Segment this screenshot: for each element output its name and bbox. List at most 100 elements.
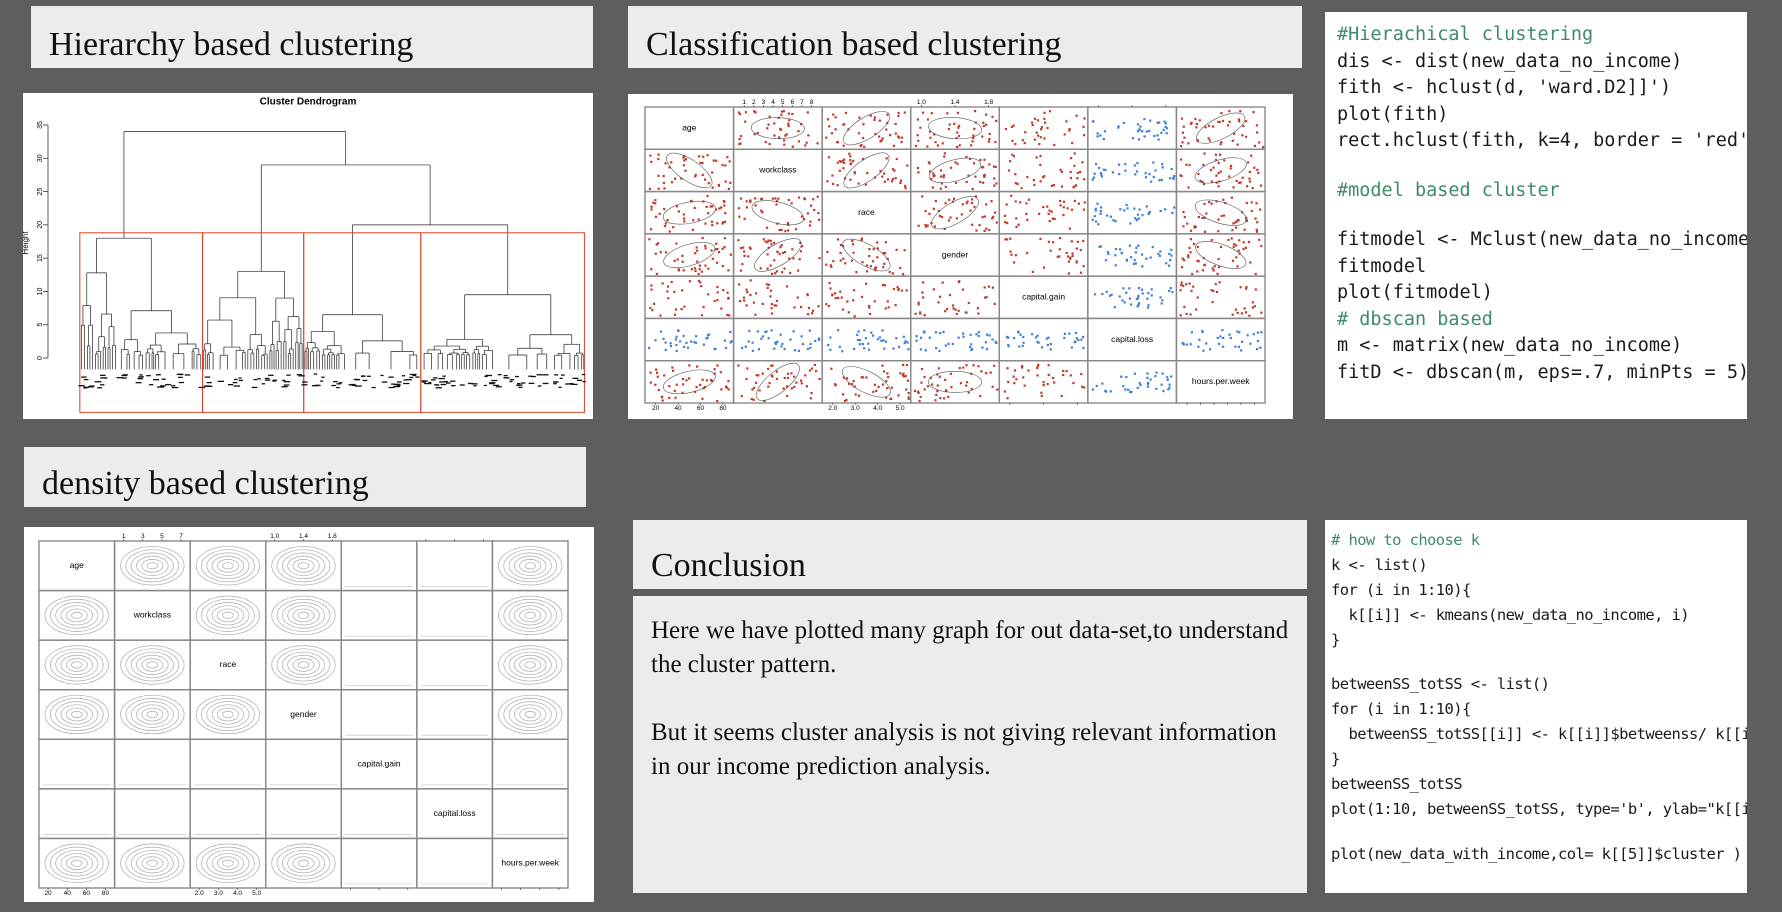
point: [1007, 336, 1010, 339]
point: [834, 383, 837, 386]
point: [1185, 163, 1188, 166]
point: [894, 122, 897, 126]
point: [1238, 331, 1241, 334]
point: [1006, 238, 1009, 241]
point: [1114, 254, 1117, 257]
leaf-label: [94, 381, 102, 383]
point: [831, 182, 835, 186]
point: [686, 346, 690, 349]
point: [1229, 336, 1232, 340]
point: [970, 201, 974, 205]
point: [1073, 152, 1076, 155]
leaf-label: [440, 383, 447, 386]
point: [697, 279, 701, 282]
point: [825, 263, 828, 266]
cell: [113, 738, 191, 790]
point: [1010, 194, 1013, 197]
point: [696, 365, 699, 368]
point: [1081, 161, 1084, 164]
point: [1165, 262, 1168, 265]
leaf-label: [233, 385, 241, 387]
leaf-label: [298, 375, 305, 377]
leaf-label: [569, 383, 574, 385]
point: [933, 174, 936, 177]
point: [904, 375, 907, 378]
point: [889, 134, 892, 137]
point: [1194, 225, 1197, 229]
leaf-label: [559, 377, 563, 379]
leaf-label: [81, 376, 87, 378]
point: [698, 268, 701, 271]
point: [683, 159, 686, 162]
point: [1158, 254, 1161, 258]
point: [1051, 217, 1054, 220]
point: [1260, 311, 1263, 314]
cell: [189, 788, 267, 840]
contour: [141, 856, 164, 871]
contour: [125, 648, 180, 682]
contour: [211, 853, 245, 874]
cell: [910, 148, 1000, 193]
point: [982, 124, 985, 128]
point: [860, 237, 864, 240]
point: [1218, 281, 1221, 284]
cell: [491, 837, 569, 889]
point: [706, 154, 709, 157]
tick-label: 7: [179, 533, 183, 540]
point: [992, 165, 996, 168]
point: [673, 177, 677, 180]
point: [925, 225, 928, 228]
leaf-label: [354, 379, 361, 381]
point: [671, 366, 674, 369]
contour: [120, 843, 185, 883]
point: [1006, 397, 1009, 400]
point: [1146, 372, 1149, 375]
point: [745, 288, 748, 291]
point: [1158, 179, 1161, 182]
point: [759, 267, 762, 270]
point: [1080, 338, 1083, 341]
panel-header: Conclusion: [633, 520, 1307, 589]
point: [1021, 139, 1024, 142]
leaf-label: [122, 374, 128, 376]
point: [1208, 348, 1212, 351]
point: [694, 341, 698, 344]
point: [1106, 250, 1109, 254]
point: [981, 216, 984, 219]
point: [954, 181, 958, 184]
cell: [1087, 360, 1178, 404]
point: [729, 330, 732, 334]
leaf-label: [484, 375, 488, 378]
point: [957, 309, 960, 312]
point: [1189, 251, 1192, 254]
point: [843, 399, 847, 403]
point: [966, 200, 969, 203]
point: [1072, 381, 1075, 385]
point: [648, 238, 651, 241]
contour: [65, 856, 88, 871]
point: [944, 344, 947, 347]
leaf-label: [301, 384, 308, 386]
point: [1241, 176, 1244, 179]
point: [760, 197, 764, 200]
contour: [146, 710, 158, 719]
point: [1145, 257, 1148, 260]
point: [717, 183, 720, 187]
point: [727, 187, 731, 191]
leaf-label: [388, 386, 395, 389]
point: [1141, 253, 1144, 256]
leaf-label: [388, 376, 394, 378]
point: [798, 258, 801, 261]
point: [1073, 341, 1076, 344]
point: [1240, 349, 1243, 352]
point: [1038, 142, 1041, 146]
point: [1125, 203, 1128, 207]
point: [788, 257, 791, 260]
point: [853, 315, 856, 318]
point: [867, 342, 870, 345]
point: [840, 296, 843, 299]
point: [829, 264, 832, 267]
code-line: betweenSS_totSS <- list(): [1331, 675, 1550, 694]
point: [1133, 207, 1136, 210]
point: [1202, 182, 1206, 186]
